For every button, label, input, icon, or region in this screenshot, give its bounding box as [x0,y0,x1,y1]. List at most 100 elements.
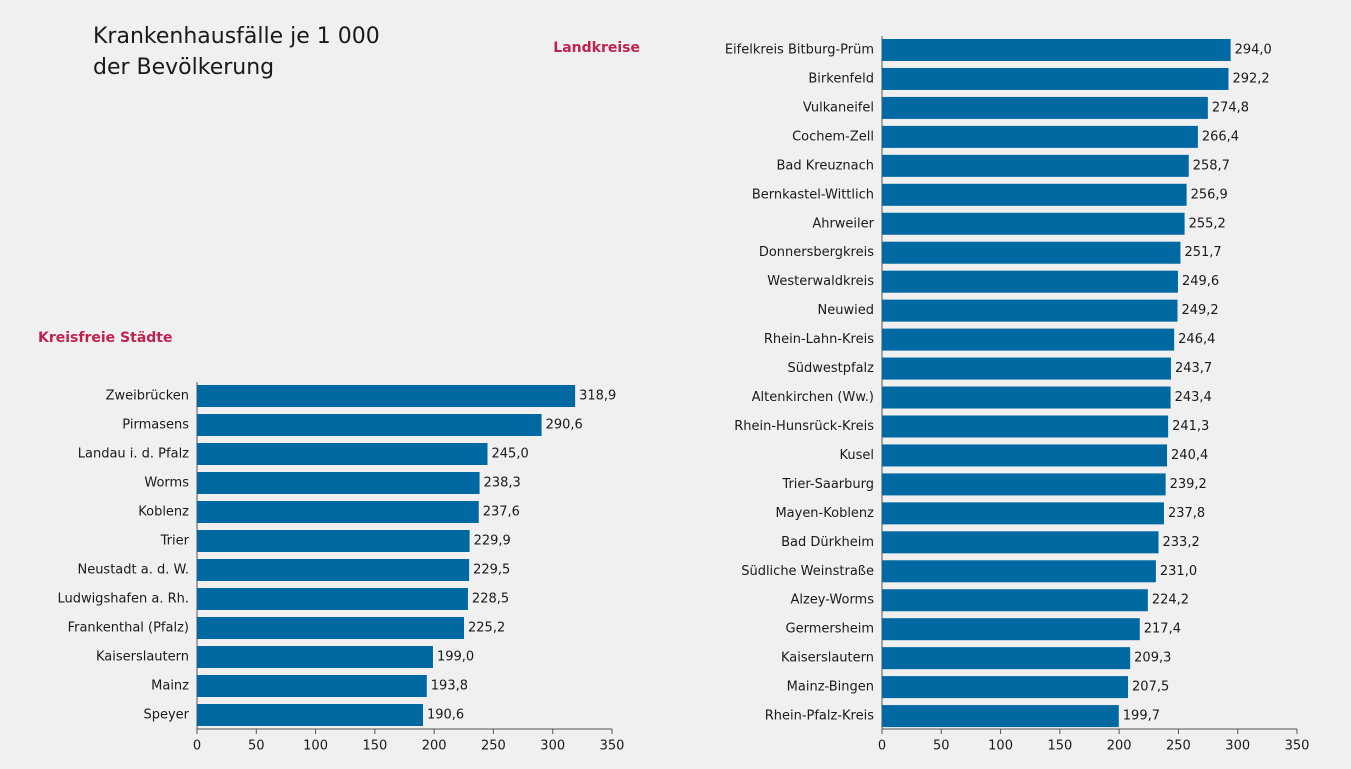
data-label: 199,0 [437,650,474,665]
category-label: Trier [160,534,190,549]
bar [882,531,1159,554]
bar [882,270,1178,293]
data-label: 224,2 [1152,593,1189,608]
data-label: 229,9 [474,534,511,549]
category-label: Donnersbergkreis [759,245,874,260]
bar [197,443,488,465]
bar [882,212,1185,235]
bar [882,39,1231,61]
data-label: 266,4 [1202,129,1239,144]
category-label: Ludwigshafen a. Rh. [57,592,189,607]
bar [882,705,1119,728]
bar [882,415,1169,438]
category-label: Westerwaldkreis [767,274,874,289]
bar [882,589,1148,612]
data-label: 207,5 [1132,680,1169,695]
data-label: 217,4 [1144,622,1181,637]
bar [882,96,1208,119]
data-label: 190,6 [427,708,464,723]
category-label: Alzey-Worms [790,593,874,608]
data-label: 256,9 [1191,187,1228,202]
category-label: Pirmasens [122,418,189,433]
data-label: 209,3 [1134,651,1171,666]
category-label: Neustadt a. d. W. [77,563,189,578]
bar [882,125,1198,148]
category-label: Worms [144,476,189,491]
category-label: Germersheim [786,622,874,637]
bar [882,183,1187,206]
bar [882,647,1131,670]
category-label: Altenkirchen (Ww.) [752,390,874,405]
category-label: Vulkaneifel [803,100,874,115]
category-label: Trier-Saarburg [781,477,874,492]
x-tick-label: 250 [1166,739,1191,754]
x-tick-label: 350 [1285,739,1310,754]
data-label: 245,0 [492,447,529,462]
category-label: Bad Kreuznach [776,158,874,173]
bar [197,385,576,407]
data-label: 241,3 [1172,419,1209,434]
subtitle: Landkreise [553,40,640,56]
category-label: Koblenz [138,505,189,520]
x-tick-label: 200 [1107,739,1132,754]
bar [197,472,480,494]
bar [197,530,470,552]
data-label: 318,9 [579,389,616,404]
category-label: Rhein-Lahn-Kreis [764,332,874,347]
x-tick-label: 0 [193,739,201,754]
bar [882,357,1171,380]
data-label: 294,0 [1235,43,1272,58]
category-label: Landau i. d. Pfalz [78,447,189,462]
data-label: 193,8 [431,679,468,694]
x-tick-label: 300 [540,739,565,754]
x-tick-label: 350 [600,739,625,754]
bar [197,617,465,639]
category-label: Mainz [151,679,189,694]
bar [882,502,1164,525]
category-label: Südliche Weinstraße [741,564,874,579]
data-label: 290,6 [546,418,583,433]
bar [197,559,470,581]
data-label: 233,2 [1163,535,1200,550]
x-tick-label: 200 [422,739,447,754]
chart-title: der Bevölkerung [93,55,274,80]
category-label: Kusel [840,448,875,463]
chart-title: Krankenhausfälle je 1 000 [93,24,380,49]
bar [882,618,1140,641]
category-label: Mainz-Bingen [787,680,874,695]
data-label: 258,7 [1193,158,1230,173]
bar [882,241,1181,264]
category-label: Südwestpfalz [788,361,875,376]
data-label: 199,7 [1123,709,1160,724]
x-tick-label: 150 [362,739,387,754]
data-label: 249,6 [1182,274,1219,289]
data-label: 292,2 [1232,71,1269,86]
data-label: 246,4 [1178,332,1215,347]
category-label: Ahrweiler [812,216,874,231]
data-label: 229,5 [473,563,510,578]
x-tick-label: 100 [988,739,1013,754]
data-label: 228,5 [472,592,509,607]
x-tick-label: 300 [1225,739,1250,754]
bar [197,704,423,726]
category-label: Kaiserslautern [781,651,874,666]
bar [882,67,1229,90]
bar [882,299,1178,322]
x-tick-label: 50 [248,739,265,754]
category-label: Mayen-Koblenz [775,506,874,521]
x-tick-label: 100 [303,739,328,754]
data-label: 243,7 [1175,361,1212,376]
x-tick-label: 150 [1047,739,1072,754]
data-label: 255,2 [1189,216,1226,231]
data-label: 239,2 [1170,477,1207,492]
bar [197,501,479,523]
data-label: 237,8 [1168,506,1205,521]
category-label: Birkenfeld [808,71,874,86]
bar [882,676,1129,699]
x-tick-label: 50 [933,739,950,754]
data-label: 231,0 [1160,564,1197,579]
x-tick-label: 0 [878,739,886,754]
data-label: 237,6 [483,505,520,520]
data-label: 251,7 [1184,245,1221,260]
